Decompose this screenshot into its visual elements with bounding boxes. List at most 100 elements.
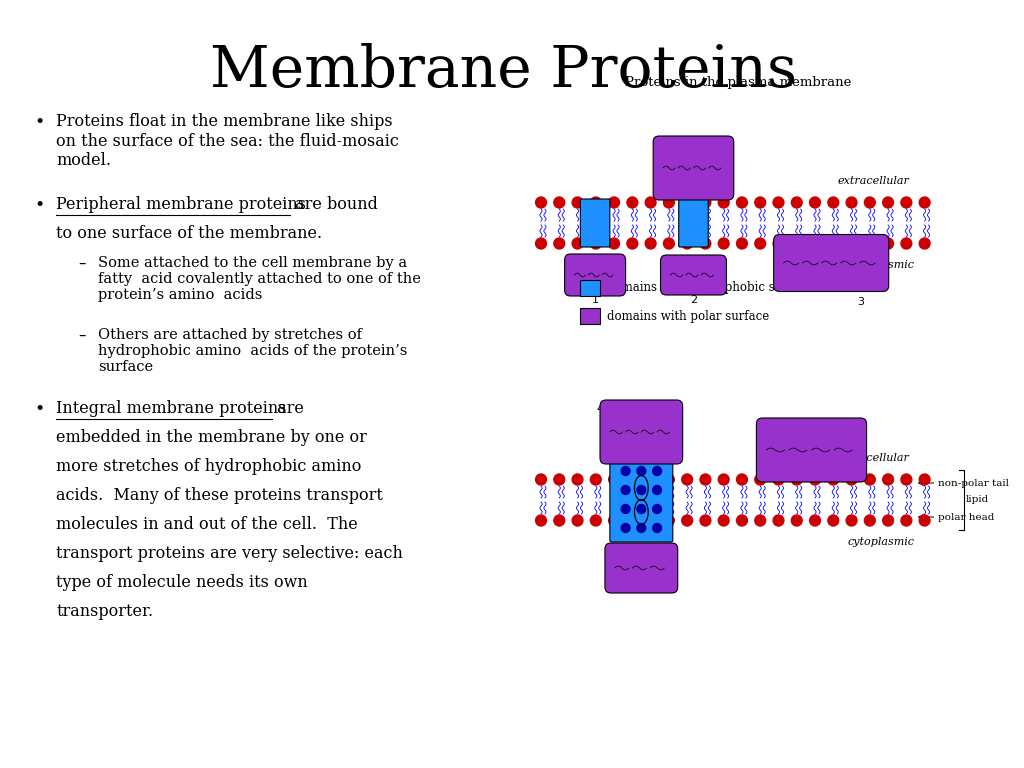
Circle shape [755,515,766,526]
Text: transporter.: transporter. [56,603,154,620]
Circle shape [700,515,711,526]
Circle shape [645,197,656,208]
Text: –: – [79,328,86,343]
Circle shape [637,466,646,475]
Circle shape [864,197,876,208]
Circle shape [864,515,876,526]
FancyBboxPatch shape [653,136,734,200]
Circle shape [652,485,662,495]
Circle shape [846,197,857,208]
Circle shape [608,515,620,526]
Circle shape [773,515,784,526]
Bar [581,280,600,296]
Circle shape [700,197,711,208]
Circle shape [608,197,620,208]
Circle shape [883,238,894,249]
Text: extracellular: extracellular [838,176,910,186]
Text: 5: 5 [771,420,777,430]
Circle shape [608,474,620,485]
FancyBboxPatch shape [757,418,866,482]
Circle shape [627,238,638,249]
Circle shape [736,474,748,485]
FancyBboxPatch shape [600,400,683,464]
Text: molecules in and out of the cell.  The: molecules in and out of the cell. The [56,516,357,533]
Text: Some attached to the cell membrane by a
fatty  acid covalently attached to one o: Some attached to the cell membrane by a … [98,256,421,303]
Circle shape [792,474,802,485]
Text: Membrane Proteins: Membrane Proteins [210,43,797,99]
Text: are bound: are bound [290,196,378,213]
Circle shape [622,485,630,495]
Circle shape [536,238,547,249]
Circle shape [700,474,711,485]
Text: Peripheral membrane proteins: Peripheral membrane proteins [56,196,306,213]
Text: type of molecule needs its own: type of molecule needs its own [56,574,308,591]
Circle shape [773,197,784,208]
Text: 2: 2 [690,295,697,305]
Circle shape [792,515,802,526]
Circle shape [883,197,894,208]
Circle shape [664,197,674,208]
Circle shape [664,238,674,249]
Bar [581,308,600,324]
Circle shape [664,474,674,485]
Circle shape [736,197,748,208]
Circle shape [591,197,601,208]
FancyBboxPatch shape [581,199,610,247]
Text: domains with hydrophobic surface: domains with hydrophobic surface [607,282,813,294]
Circle shape [755,197,766,208]
Circle shape [920,197,930,208]
Circle shape [864,474,876,485]
Text: non-polar tail: non-polar tail [938,478,1010,488]
Circle shape [846,474,857,485]
Circle shape [572,474,583,485]
Circle shape [627,197,638,208]
Circle shape [591,515,601,526]
Text: cytoplasmic: cytoplasmic [848,260,914,270]
Circle shape [773,238,784,249]
Circle shape [773,474,784,485]
Text: 1: 1 [592,295,599,305]
Circle shape [901,515,911,526]
Text: Proteins float in the membrane like ships
on the surface of the sea: the fluid-m: Proteins float in the membrane like ship… [56,113,399,169]
Circle shape [572,197,583,208]
Circle shape [901,197,911,208]
Circle shape [637,505,646,514]
Circle shape [901,238,911,249]
Circle shape [883,474,894,485]
Text: –: – [79,256,86,271]
Circle shape [920,515,930,526]
Circle shape [810,238,820,249]
Circle shape [652,466,662,475]
Circle shape [718,238,729,249]
Text: •: • [35,113,45,131]
Circle shape [810,515,820,526]
Circle shape [645,515,656,526]
Circle shape [622,524,630,532]
Text: Others are attached by stretches of
hydrophobic amino  acids of the protein’s
su: Others are attached by stretches of hydr… [98,328,408,374]
Circle shape [645,474,656,485]
Circle shape [591,238,601,249]
Text: cytoplasmic: cytoplasmic [848,537,914,547]
Text: domains with polar surface: domains with polar surface [607,310,769,323]
Text: Integral membrane proteins: Integral membrane proteins [56,400,287,417]
Circle shape [627,474,638,485]
Text: to one surface of the membrane.: to one surface of the membrane. [56,225,323,242]
Circle shape [846,238,857,249]
Circle shape [827,474,839,485]
Circle shape [827,197,839,208]
Text: •: • [35,196,45,214]
Circle shape [810,197,820,208]
Circle shape [755,238,766,249]
FancyBboxPatch shape [774,234,889,292]
Circle shape [846,515,857,526]
Circle shape [622,466,630,475]
Circle shape [682,474,692,485]
Circle shape [718,197,729,208]
Circle shape [652,505,662,514]
Circle shape [645,238,656,249]
Circle shape [920,474,930,485]
Circle shape [883,515,894,526]
Text: extracellular: extracellular [838,453,910,463]
Circle shape [572,515,583,526]
Circle shape [572,238,583,249]
